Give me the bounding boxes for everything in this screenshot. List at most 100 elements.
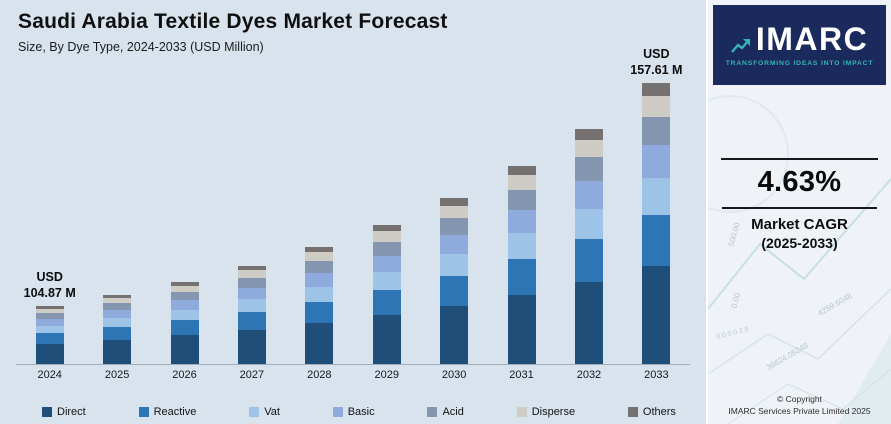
bar-segment-vat xyxy=(305,286,334,302)
legend-label-direct: Direct xyxy=(57,406,86,418)
chart-title: Saudi Arabia Textile Dyes Market Forecas… xyxy=(18,10,448,33)
bar-segment-basic xyxy=(170,299,199,310)
bar-segment-direct xyxy=(507,294,536,364)
stacked-bar-2025 xyxy=(103,295,132,365)
bar-segment-basic xyxy=(305,272,334,287)
bar-segment-disperse xyxy=(372,231,401,242)
bars-plot-area: USD 104.87 M USD 157.61 M xyxy=(16,42,690,365)
bar-segment-others xyxy=(440,198,469,206)
bar-segment-basic xyxy=(507,209,536,234)
bar-segment-direct xyxy=(305,323,334,364)
bar-segment-disperse xyxy=(35,308,64,313)
legend-label-others: Others xyxy=(642,406,676,418)
legend-label-acid: Acid xyxy=(442,406,464,418)
bar-segment-reactive xyxy=(170,320,199,336)
bar-column-2031 xyxy=(488,166,555,364)
bar-segment-disperse xyxy=(574,139,603,158)
bar-segment-disperse xyxy=(170,285,199,292)
bar-segment-acid xyxy=(103,303,132,311)
legend-label-basic: Basic xyxy=(347,406,375,418)
bar-segment-direct xyxy=(237,329,266,364)
bar-column-2025 xyxy=(83,295,150,365)
bar-column-2028 xyxy=(286,247,353,364)
bar-segment-others xyxy=(35,306,64,309)
cagr-label: Market CAGR xyxy=(751,216,848,233)
x-axis-label-2025: 2025 xyxy=(104,369,130,381)
bar-segment-basic xyxy=(35,318,64,326)
bar-segment-vat xyxy=(170,309,199,321)
bar-segment-direct xyxy=(35,343,64,364)
bar-segment-acid xyxy=(642,116,671,145)
bar-segment-reactive xyxy=(372,290,401,316)
bar-segment-basic xyxy=(642,144,671,179)
bar-segment-reactive xyxy=(35,333,64,344)
stacked-bar-2024 xyxy=(35,306,64,364)
bar-segment-reactive xyxy=(237,312,266,330)
bar-segment-disperse xyxy=(103,298,132,304)
x-axis-label-2024: 2024 xyxy=(37,369,62,381)
bar-segment-acid xyxy=(440,218,469,235)
bar-column-2029 xyxy=(353,225,420,365)
bar-segment-acid xyxy=(170,291,199,300)
legend-item-acid: Acid xyxy=(427,406,464,418)
bar-segment-direct xyxy=(574,281,603,364)
x-axis: 2024 2025 2026 2027 2028 2029 2030 2031 2032 2033 xyxy=(16,369,690,381)
brand-panel: 500.00 0.00 0.0 0.0 2.9 36624.05248 4259… xyxy=(706,0,891,424)
bar-segment-disperse xyxy=(305,252,334,262)
x-axis-label-2033: 2033 xyxy=(644,369,669,381)
cagr-value: 4.63% xyxy=(757,166,842,198)
bar-segment-vat xyxy=(574,208,603,240)
bar-segment-direct xyxy=(440,305,469,365)
bar-segment-others xyxy=(170,282,199,286)
bar-segment-reactive xyxy=(507,259,536,295)
bar-segment-disperse xyxy=(507,174,536,190)
stacked-bar-2030 xyxy=(440,198,469,365)
bar-segment-basic xyxy=(372,255,401,273)
bar-segment-vat xyxy=(372,272,401,291)
logo-text: IMARC xyxy=(755,21,869,57)
bar-segment-others xyxy=(642,83,671,96)
logo-arrow-icon xyxy=(730,39,750,53)
bar-segment-reactive xyxy=(305,301,334,324)
bar-segment-reactive xyxy=(642,214,671,266)
legend-swatch-disperse xyxy=(516,407,527,417)
bar-segment-direct xyxy=(103,339,132,365)
legend-label-reactive: Reactive xyxy=(153,406,197,418)
bar-segment-vat xyxy=(35,325,64,334)
logo-tagline: TRANSFORMING IDEAS INTO IMPACT xyxy=(725,60,874,67)
bar-column-2027 xyxy=(218,266,285,364)
stacked-bar-2028 xyxy=(305,247,334,364)
copyright-line2: IMARC Services Private Limited 2025 xyxy=(728,406,871,416)
legend-item-basic: Basic xyxy=(332,406,375,418)
bar-segment-basic xyxy=(237,287,266,300)
bar-segment-acid xyxy=(507,189,536,210)
x-axis-label-2029: 2029 xyxy=(374,369,399,381)
legend-item-direct: Direct xyxy=(42,406,86,418)
stacked-bar-2029 xyxy=(372,225,401,365)
copyright-notice: © Copyright IMARC Services Private Limit… xyxy=(708,394,891,416)
bar-segment-basic xyxy=(574,180,603,209)
legend-label-vat: Vat xyxy=(264,406,280,418)
bar-segment-disperse xyxy=(440,205,469,218)
bar-segment-vat xyxy=(440,254,469,277)
bar-column-2024: USD 104.87 M xyxy=(16,269,83,364)
legend-swatch-direct xyxy=(42,407,52,417)
bar-segment-reactive xyxy=(440,276,469,306)
cagr-years: (2025-2033) xyxy=(761,235,838,251)
x-axis-label-2031: 2031 xyxy=(509,369,534,381)
stacked-bar-2026 xyxy=(170,282,199,364)
bar-segment-basic xyxy=(103,310,132,319)
stacked-bar-2027 xyxy=(237,266,266,364)
legend-swatch-reactive xyxy=(138,407,149,417)
bar-segment-others xyxy=(507,166,536,175)
imarc-logo: IMARC TRANSFORMING IDEAS INTO IMPACT xyxy=(713,5,886,85)
bar-segment-vat xyxy=(507,233,536,260)
bar-segment-vat xyxy=(237,299,266,313)
stacked-bar-2032 xyxy=(574,129,603,364)
bar-segment-others xyxy=(237,266,266,271)
legend-item-reactive: Reactive xyxy=(138,406,197,418)
bar-segment-basic xyxy=(440,234,469,255)
bar-segment-acid xyxy=(237,277,266,288)
cagr-divider xyxy=(722,207,877,209)
bar-segment-others xyxy=(305,247,334,253)
